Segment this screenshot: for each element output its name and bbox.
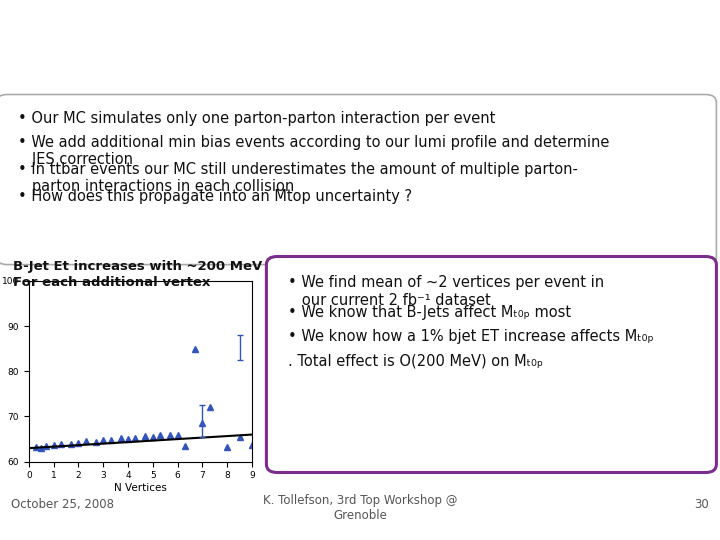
Text: . Total effect is O(200 MeV) on Mₜ₀ₚ: . Total effect is O(200 MeV) on Mₜ₀ₚ: [288, 354, 543, 369]
X-axis label: N Vertices: N Vertices: [114, 483, 167, 493]
Text: • How does this propagate into an Mtop uncertainty ?: • How does this propagate into an Mtop u…: [18, 189, 412, 204]
Text: For each additional vertex: For each additional vertex: [13, 276, 210, 289]
Text: • We add additional min bias events according to our lumi profile and determine
: • We add additional min bias events acco…: [18, 135, 609, 167]
Text: • Our MC simulates only one parton-parton interaction per event: • Our MC simulates only one parton-parto…: [18, 111, 495, 126]
Text: • We find mean of ~2 vertices per event in
   our current 2 fb⁻¹ dataset: • We find mean of ~2 vertices per event …: [288, 275, 604, 308]
Text: • We know how a 1% bjet ET increase affects Mₜ₀ₚ: • We know how a 1% bjet ET increase affe…: [288, 329, 654, 345]
Text: 30: 30: [695, 498, 709, 511]
Text: Multiple Interactions (Pile-up): Multiple Interactions (Pile-up): [53, 32, 667, 65]
Text: October 25, 2008: October 25, 2008: [11, 498, 114, 511]
Text: K. Tollefson, 3rd Top Workshop @
Grenoble: K. Tollefson, 3rd Top Workshop @ Grenobl…: [263, 494, 457, 522]
Text: • We know that B-Jets affect Mₜ₀ₚ most: • We know that B-Jets affect Mₜ₀ₚ most: [288, 305, 571, 320]
Text: B-Jet Et increases with ~200 MeV: B-Jet Et increases with ~200 MeV: [13, 260, 262, 273]
Text: • In ttbar events our MC still underestimates the amount of multiple parton-
   : • In ttbar events our MC still underesti…: [18, 162, 578, 194]
